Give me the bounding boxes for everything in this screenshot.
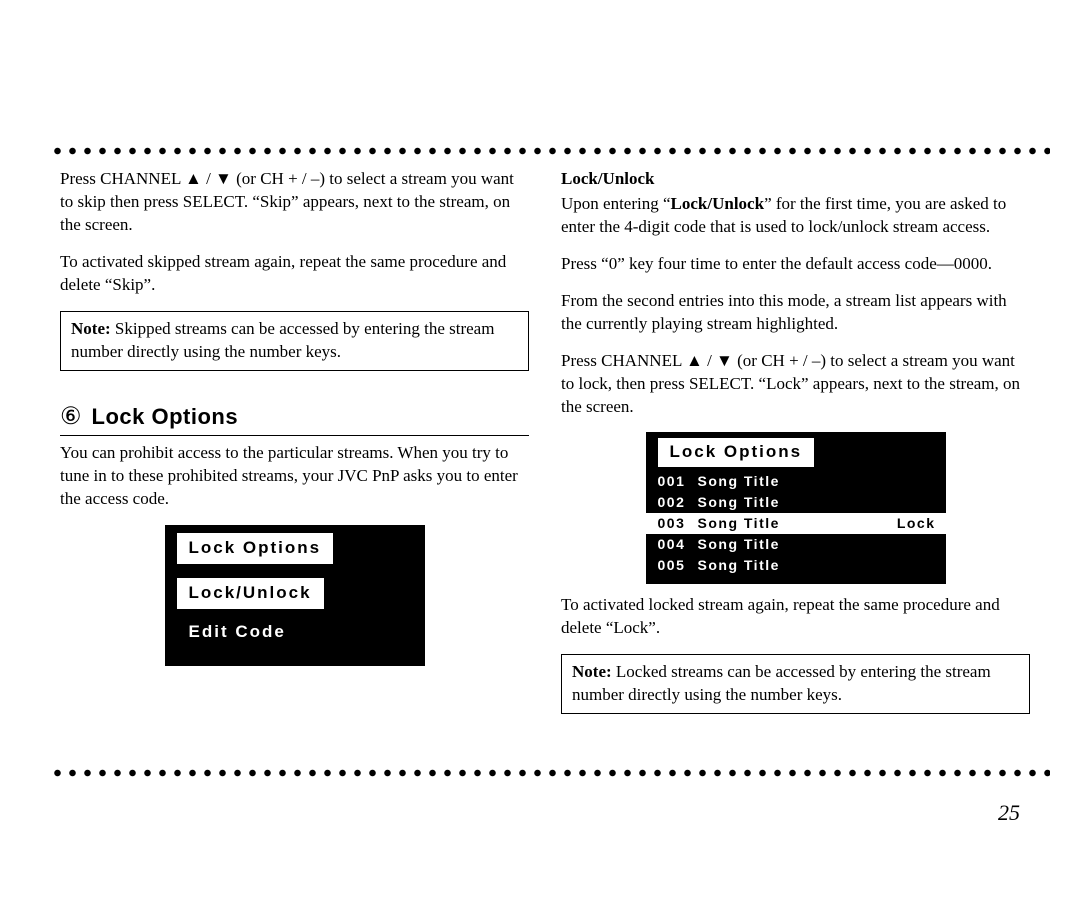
lcd-menu-item-highlighted: Lock/Unlock	[177, 578, 324, 609]
row-number: 003	[658, 514, 698, 533]
paragraph-reactivate-skip: To activated skipped stream again, repea…	[60, 251, 529, 297]
text: /	[202, 169, 215, 188]
note-text: Locked streams can be accessed by enteri…	[572, 662, 991, 704]
lcd-header: Lock Options	[177, 533, 334, 564]
paragraph-reactivate-lock: To activated locked stream again, repeat…	[561, 594, 1030, 640]
note-label: Note:	[572, 662, 612, 681]
lcd-list-row: 002Song Title	[646, 492, 946, 513]
paragraph-lock-intro: You can prohibit access to the particula…	[60, 442, 529, 511]
paragraph-enter-code: Upon entering “Lock/Unlock” for the firs…	[561, 193, 1030, 239]
note-text: Skipped streams can be accessed by enter…	[71, 319, 494, 361]
down-triangle-icon: ▼	[716, 351, 733, 370]
lcd-menu-item: Edit Code	[177, 617, 395, 648]
section-title: Lock Options	[92, 402, 239, 432]
sub-heading-lock-unlock: Lock/Unlock	[561, 168, 1030, 191]
lcd-screen-stream-list: Lock Options 001Song Title002Song Title0…	[646, 432, 946, 583]
up-triangle-icon: ▲	[686, 351, 703, 370]
row-number: 005	[658, 556, 698, 575]
text: Upon entering “	[561, 194, 671, 213]
up-triangle-icon: ▲	[185, 169, 202, 188]
text: Press CHANNEL	[60, 169, 185, 188]
dotted-border-top	[50, 145, 1050, 157]
lcd-list-row: 001Song Title	[646, 471, 946, 492]
row-title: Song Title	[698, 514, 886, 533]
row-number: 004	[658, 535, 698, 554]
row-title: Song Title	[698, 556, 886, 575]
paragraph-stream-list: From the second entries into this mode, …	[561, 290, 1030, 336]
row-title: Song Title	[698, 472, 886, 491]
row-title: Song Title	[698, 535, 886, 554]
note-label: Note:	[71, 319, 111, 338]
left-column: Press CHANNEL ▲ / ▼ (or CH + / –) to sel…	[60, 168, 529, 732]
two-column-layout: Press CHANNEL ▲ / ▼ (or CH + / –) to sel…	[60, 168, 1030, 732]
section-heading-lock-options: ⑥ Lock Options	[60, 401, 529, 436]
row-title: Song Title	[698, 493, 886, 512]
manual-page: Press CHANNEL ▲ / ▼ (or CH + / –) to sel…	[0, 0, 1080, 772]
text: /	[703, 351, 716, 370]
text: Press CHANNEL	[561, 351, 686, 370]
paragraph-skip-select: Press CHANNEL ▲ / ▼ (or CH + / –) to sel…	[60, 168, 529, 237]
bold-text: Lock/Unlock	[671, 194, 765, 213]
down-triangle-icon: ▼	[215, 169, 232, 188]
paragraph-default-code: Press “0” key four time to enter the def…	[561, 253, 1030, 276]
circled-number-icon: ⑥	[60, 401, 82, 433]
note-box-skip: Note: Skipped streams can be accessed by…	[60, 311, 529, 371]
lcd-list-row: 005Song Title	[646, 555, 946, 576]
paragraph-lock-select: Press CHANNEL ▲ / ▼ (or CH + / –) to sel…	[561, 350, 1030, 419]
row-number: 001	[658, 472, 698, 491]
row-tag: Lock	[886, 514, 936, 533]
lcd-row-container: 001Song Title002Song Title003Song TitleL…	[646, 471, 946, 575]
row-number: 002	[658, 493, 698, 512]
lcd-list-row: 004Song Title	[646, 534, 946, 555]
right-column: Lock/Unlock Upon entering “Lock/Unlock” …	[561, 168, 1030, 732]
lcd-screen-lock-options-menu: Lock Options Lock/Unlock Edit Code	[165, 525, 425, 666]
lcd-list-row: 003Song TitleLock	[646, 513, 946, 534]
lcd-header: Lock Options	[658, 438, 815, 467]
dotted-border-bottom	[50, 767, 1050, 779]
page-number: 25	[998, 800, 1020, 826]
note-box-lock: Note: Locked streams can be accessed by …	[561, 654, 1030, 714]
